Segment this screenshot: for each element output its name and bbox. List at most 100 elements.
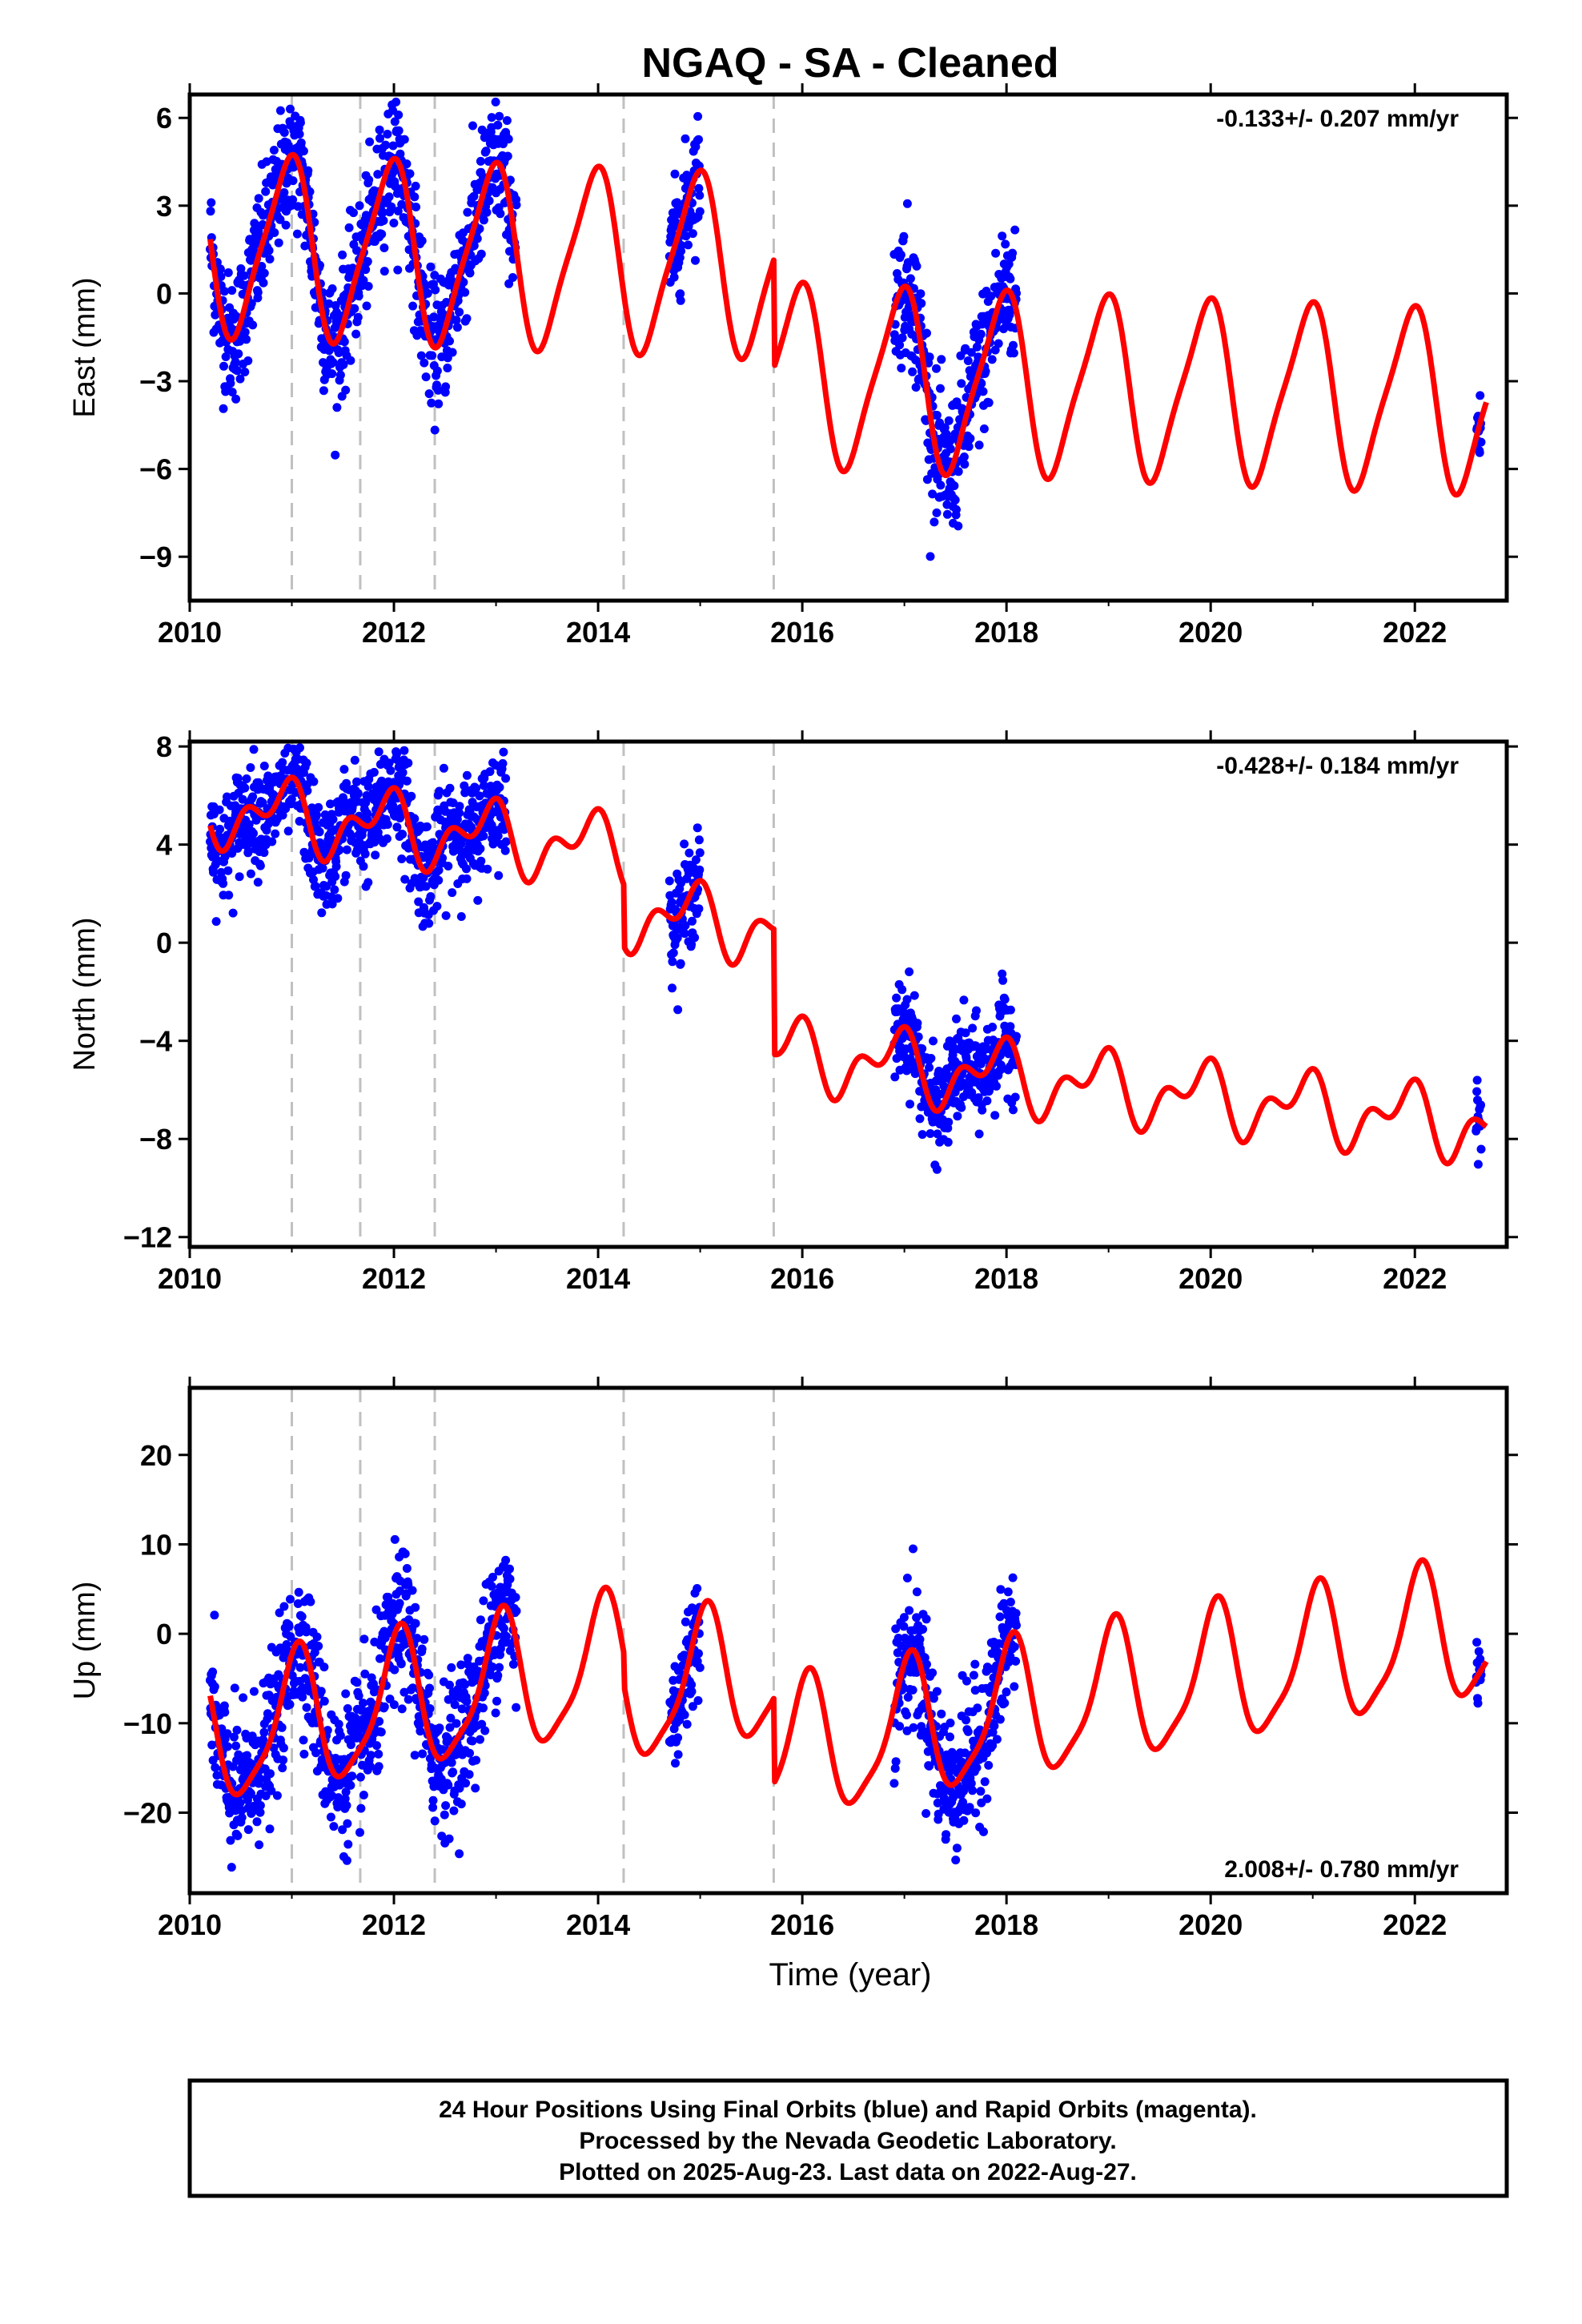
- observation-point: [1472, 1087, 1482, 1096]
- observation-point: [441, 1801, 451, 1811]
- observation-point: [984, 398, 994, 408]
- observation-point: [445, 783, 455, 793]
- observation-point: [505, 1574, 515, 1584]
- observation-point: [379, 243, 389, 252]
- observation-point: [1476, 1144, 1486, 1154]
- rate-label: -0.133+/- 0.207 mm/yr: [1216, 106, 1459, 132]
- observation-point: [257, 262, 267, 271]
- observation-point: [359, 1634, 369, 1644]
- observation-point: [259, 848, 269, 858]
- observation-point: [673, 933, 682, 943]
- observation-point: [351, 329, 361, 339]
- observation-point: [438, 854, 448, 862]
- observation-point: [210, 1610, 219, 1620]
- x-tick-label: 2014: [566, 1262, 630, 1295]
- observation-point: [475, 224, 484, 234]
- x-tick-label: 2020: [1178, 1908, 1243, 1941]
- observation-point: [473, 895, 483, 905]
- observation-point: [259, 268, 269, 278]
- observation-point: [405, 169, 415, 179]
- x-tick-label: 2012: [362, 1262, 426, 1295]
- x-tick-label: 2012: [362, 1908, 426, 1941]
- observation-point: [223, 268, 233, 277]
- observation-point: [239, 1693, 248, 1703]
- observation-point: [432, 366, 442, 376]
- observation-point: [371, 850, 380, 860]
- observation-point: [249, 745, 259, 754]
- observation-point: [932, 411, 942, 420]
- observation-point: [986, 292, 996, 301]
- observation-point: [237, 1813, 247, 1823]
- observation-point: [235, 872, 244, 882]
- observation-point: [991, 248, 1001, 258]
- observation-point: [253, 878, 263, 887]
- observation-point: [312, 810, 321, 820]
- observation-point: [286, 104, 295, 114]
- observation-point: [402, 776, 412, 786]
- observation-point: [346, 1780, 355, 1790]
- observation-point: [929, 1036, 938, 1046]
- observation-point: [684, 240, 693, 250]
- observation-point: [462, 770, 472, 780]
- observation-point: [462, 864, 471, 874]
- observation-point: [963, 1727, 973, 1736]
- observation-point: [976, 1787, 986, 1796]
- observation-point: [242, 774, 251, 783]
- observation-point: [974, 1129, 984, 1139]
- observation-point: [970, 1659, 980, 1669]
- observation-point: [207, 198, 216, 207]
- observation-point: [435, 786, 444, 796]
- observation-point: [287, 794, 296, 804]
- y-tick-label: −12: [123, 1221, 172, 1254]
- observation-point: [481, 147, 491, 156]
- observation-point: [930, 517, 939, 527]
- observation-point: [430, 1816, 440, 1826]
- observation-point: [447, 1758, 456, 1767]
- observation-point: [471, 1783, 480, 1793]
- observation-point: [354, 292, 363, 301]
- observation-point: [378, 207, 387, 217]
- observation-point: [695, 207, 705, 216]
- observation-point: [279, 188, 289, 197]
- observation-point: [251, 815, 261, 825]
- observation-point: [987, 355, 997, 364]
- observation-point: [952, 1014, 961, 1023]
- observation-point: [928, 1668, 938, 1678]
- observation-point: [349, 208, 358, 218]
- observation-point: [375, 125, 384, 135]
- observation-point: [483, 864, 492, 874]
- x-tick-label: 2020: [1178, 616, 1243, 649]
- observation-point: [233, 774, 243, 783]
- observation-point: [899, 231, 909, 241]
- footer-line-2: Processed by the Nevada Geodetic Laborat…: [579, 2128, 1116, 2154]
- observation-point: [350, 304, 359, 313]
- observation-point: [270, 228, 279, 237]
- panel-up: 2010 2012 2014 2016 2018 2020 202220100−10−20U…: [68, 1377, 1518, 1941]
- observation-point: [264, 246, 274, 255]
- observation-point: [487, 820, 496, 830]
- observation-point: [303, 786, 312, 795]
- observation-point: [902, 1574, 912, 1582]
- observation-point: [982, 1794, 992, 1803]
- observation-point: [350, 755, 359, 765]
- observation-point: [448, 888, 457, 898]
- observation-point: [341, 1689, 351, 1699]
- observation-point: [223, 1742, 232, 1751]
- observation-point: [1475, 448, 1484, 457]
- observation-point: [369, 767, 379, 777]
- observation-point: [400, 875, 410, 884]
- observation-point: [342, 1801, 351, 1810]
- observation-point: [922, 328, 931, 338]
- observation-point: [673, 1750, 683, 1759]
- observation-point: [456, 912, 466, 921]
- observation-point: [309, 777, 319, 786]
- observation-point: [928, 489, 938, 499]
- observation-point: [673, 198, 682, 207]
- observation-point: [211, 310, 220, 320]
- observation-point: [412, 203, 421, 211]
- observation-point: [277, 1723, 287, 1732]
- observation-point: [494, 870, 504, 880]
- y-tick-label: −9: [139, 541, 172, 573]
- observation-point: [500, 846, 510, 855]
